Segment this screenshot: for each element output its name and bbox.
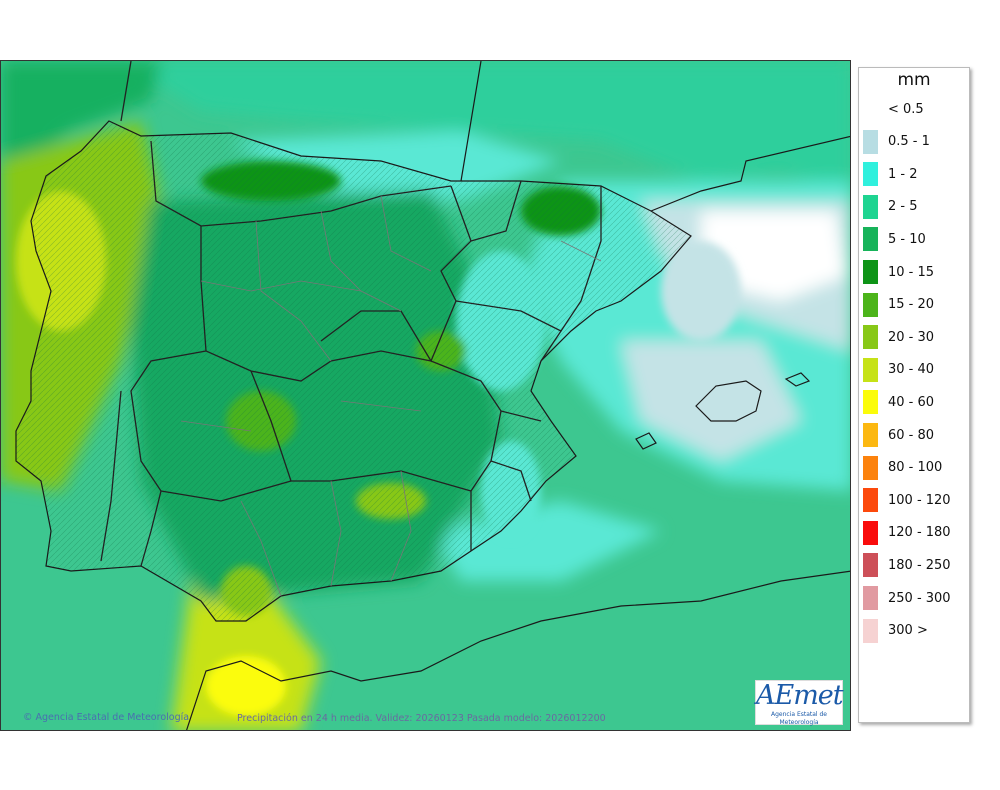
province-borders: [180, 195, 602, 597]
field-north-atlantic-green: [1, 61, 161, 211]
legend-swatch: [863, 325, 878, 350]
coastlines: [15, 61, 850, 730]
legend-item: 15 - 20: [863, 292, 935, 317]
legend-label: 2 - 5: [888, 199, 918, 215]
island-menorca: [784, 372, 811, 387]
legend-label: 100 - 120: [888, 492, 951, 508]
legend-swatch: [863, 586, 878, 610]
legend-swatch: [863, 618, 878, 643]
legend-unit: mm: [897, 70, 931, 90]
legend-swatch: [863, 423, 878, 447]
legend-item: 40 - 60: [863, 390, 935, 415]
legend-label: 60 - 80: [888, 427, 935, 443]
legend-label: 180 - 250: [888, 557, 951, 573]
iberia-relief: [16, 121, 691, 621]
legend-swatch: [863, 455, 878, 480]
legend-swatch: [863, 292, 878, 317]
legend-label: 80 - 100: [888, 460, 943, 476]
legend-item: 5 - 10: [863, 227, 926, 252]
aemet-logo: AEmet Agencia Estatal de Meteorología: [755, 680, 844, 726]
island-mallorca: [695, 380, 762, 422]
legend-swatch: [863, 520, 878, 545]
legend-item: 100 - 120: [863, 488, 951, 513]
legend-item: 250 - 300: [863, 586, 951, 610]
legend-label: < 0.5: [888, 101, 924, 117]
legend-item: 30 - 40: [863, 357, 935, 382]
core-strait: [206, 656, 286, 716]
island-ibiza: [635, 432, 657, 450]
coast-france: [650, 135, 850, 212]
field-balearic-05-1: [621, 341, 801, 461]
legend-item: 2 - 5: [863, 194, 918, 219]
map-canvas: [1, 61, 850, 730]
legend-item: 80 - 100: [863, 455, 943, 480]
copyright-text: Agencia Estatal de Meteorología: [35, 712, 190, 723]
precipitation-legend: mm < 0.5 0.5 - 1 1 - 2 2 - 5 5 - 10 10 - 15 15…: [858, 67, 970, 723]
copyright-icon: ©: [23, 712, 33, 723]
legend-item: < 0.5: [863, 97, 924, 121]
legend-label: 120 - 180: [888, 525, 951, 541]
legend-item: 120 - 180: [863, 520, 951, 545]
coast-france-west: [460, 61, 482, 182]
map-copyright: © Agencia Estatal de Meteorología: [23, 712, 189, 723]
legend-label: 10 - 15: [888, 264, 935, 280]
legend-item: 0.5 - 1: [863, 129, 930, 154]
legend-item: 20 - 30: [863, 325, 935, 350]
legend-label: 250 - 300: [888, 590, 951, 606]
field-north-sea: [121, 61, 850, 191]
legend-swatch: [863, 357, 878, 382]
aemet-logo-mark: AEmet: [756, 680, 844, 711]
legend-swatch: [863, 129, 878, 154]
legend-label: 20 - 30: [888, 329, 935, 345]
legend-label: 0.5 - 1: [888, 134, 930, 150]
legend-item: 1 - 2: [863, 162, 918, 187]
precipitation-map: © Agencia Estatal de Meteorología Precip…: [0, 60, 851, 731]
core-catalonia-light: [661, 241, 741, 341]
coast-iberia: [15, 120, 692, 622]
legend-swatch: [863, 390, 878, 415]
legend-swatch: [863, 162, 878, 187]
coast-africa: [186, 570, 850, 730]
legend-label: 15 - 20: [888, 297, 935, 313]
map-validity-caption: Precipitación en 24 h media. Validez: 20…: [237, 713, 606, 724]
aemet-logo-subtitle: Agencia Estatal de Meteorología: [770, 711, 827, 726]
legend-item: 300 >: [863, 618, 928, 643]
legend-swatch: [863, 227, 878, 252]
legend-swatch: [863, 97, 878, 121]
legend-item: 180 - 250: [863, 553, 951, 578]
legend-swatch: [863, 194, 878, 219]
legend-label: 300 >: [888, 623, 928, 639]
legend-item: 10 - 15: [863, 260, 934, 284]
legend-label: 40 - 60: [888, 394, 935, 410]
legend-label: 1 - 2: [888, 166, 918, 182]
legend-swatch: [863, 260, 878, 284]
legend-item: 60 - 80: [863, 423, 934, 447]
legend-label: 5 - 10: [888, 231, 926, 247]
legend-swatch: [863, 488, 878, 513]
legend-label: 30 - 40: [888, 362, 935, 378]
legend-swatch: [863, 553, 878, 578]
